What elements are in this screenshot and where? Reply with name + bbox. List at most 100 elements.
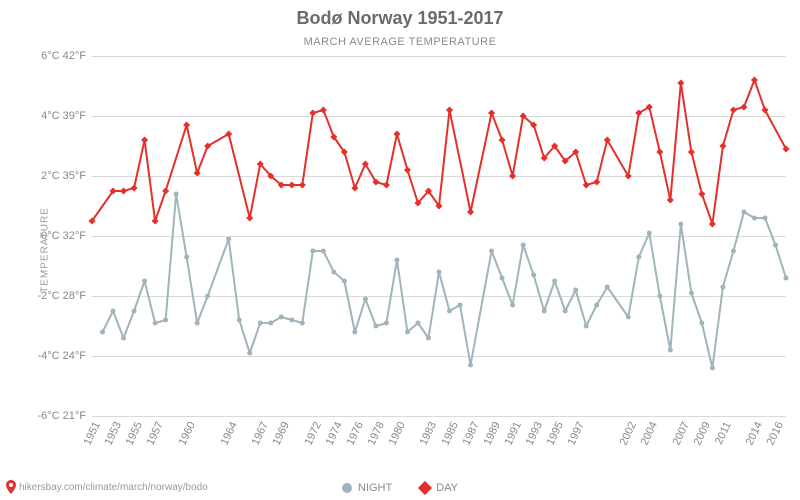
x-tick-label: 1955 (124, 420, 145, 447)
series-marker (521, 243, 526, 248)
series-marker (709, 220, 716, 227)
x-tick-label: 1976 (345, 420, 366, 447)
series-marker (488, 109, 495, 116)
series-marker (667, 196, 674, 203)
series-marker (363, 297, 368, 302)
x-tick-label: 1997 (565, 420, 586, 447)
series-marker (342, 279, 347, 284)
chart-title: Bodø Norway 1951-2017 (296, 8, 503, 29)
series-marker (509, 172, 516, 179)
series-marker (573, 288, 578, 293)
x-tick-label: 1964 (218, 420, 239, 447)
series-marker (279, 315, 284, 320)
series-marker (194, 169, 201, 176)
series-marker (458, 303, 463, 308)
series-marker (710, 366, 715, 371)
series-marker (782, 145, 789, 152)
series-marker (352, 330, 357, 335)
legend-item-day: DAY (420, 482, 458, 494)
series-marker (246, 214, 253, 221)
series-marker (689, 291, 694, 296)
series-marker (132, 309, 137, 314)
series-marker (142, 279, 147, 284)
series-marker (751, 76, 758, 83)
x-tick-label: 1989 (481, 420, 502, 447)
series-marker (762, 216, 767, 221)
series-marker (668, 348, 673, 353)
series-marker (309, 109, 316, 116)
series-marker (583, 181, 590, 188)
x-tick-label: 1953 (103, 420, 124, 447)
x-tick-label: 1991 (502, 420, 523, 447)
series-marker (741, 210, 746, 215)
x-tick-label: 1969 (271, 420, 292, 447)
x-tick-label: 1974 (323, 420, 344, 447)
series-marker (678, 222, 683, 227)
series-marker (699, 321, 704, 326)
series-line (103, 194, 786, 368)
series-marker (784, 276, 789, 281)
y-tick-label: -6°C 21°F (37, 410, 86, 422)
x-tick-label: 2016 (765, 420, 786, 447)
x-tick-label: 1978 (366, 420, 387, 447)
series-marker (373, 324, 378, 329)
series-marker (288, 181, 295, 188)
series-marker (636, 255, 641, 260)
series-marker (447, 309, 452, 314)
series-marker (773, 243, 778, 248)
series-marker (111, 309, 116, 314)
series-marker (677, 79, 684, 86)
series-marker (120, 187, 127, 194)
x-tick-label: 2007 (670, 420, 691, 447)
plot-area: -6°C 21°F-4°C 24°F-2°C 28°F0°C 32°F2°C 3… (92, 56, 786, 416)
gridline (92, 416, 786, 417)
y-tick-label: -2°C 28°F (37, 290, 86, 302)
series-marker (563, 309, 568, 314)
chart-subtitle: MARCH AVERAGE TEMPERATURE (304, 36, 497, 48)
series-marker (468, 363, 473, 368)
series-marker (299, 181, 306, 188)
attribution-text: hikersbay.com/climate/march/norway/bodo (19, 482, 208, 493)
y-tick-label: 2°C 35°F (41, 170, 86, 182)
series-marker (731, 249, 736, 254)
series-marker (183, 121, 190, 128)
series-marker (226, 237, 231, 242)
series-marker (152, 217, 159, 224)
series-marker (720, 285, 725, 290)
series-marker (310, 249, 315, 254)
x-tick-label: 1995 (544, 420, 565, 447)
x-tick-label: 1987 (460, 420, 481, 447)
chart-container: Bodø Norway 1951-2017 MARCH AVERAGE TEMP… (0, 0, 800, 500)
series-line (92, 80, 786, 224)
series-marker (205, 294, 210, 299)
series-marker (174, 192, 179, 197)
series-marker (100, 330, 105, 335)
series-marker (437, 270, 442, 275)
series-marker (656, 148, 663, 155)
series-marker (542, 309, 547, 314)
series-marker (321, 249, 326, 254)
y-tick-label: 4°C 39°F (41, 110, 86, 122)
y-tick-label: 6°C 42°F (41, 50, 86, 62)
legend: NIGHT DAY (342, 482, 458, 494)
series-marker (415, 321, 420, 326)
x-tick-label: 1951 (82, 420, 103, 447)
legend-marker-night (342, 483, 352, 493)
series-marker (657, 294, 662, 299)
series-marker (593, 178, 600, 185)
x-tick-label: 2014 (744, 420, 765, 447)
series-marker (351, 184, 358, 191)
series-marker (584, 324, 589, 329)
series-marker (383, 181, 390, 188)
x-tick-label: 2011 (713, 420, 734, 447)
series-marker (730, 106, 737, 113)
series-marker (393, 130, 400, 137)
series-marker (499, 136, 506, 143)
series-marker (153, 321, 158, 326)
series-marker (184, 255, 189, 260)
x-tick-label: 1983 (418, 420, 439, 447)
series-marker (384, 321, 389, 326)
series-marker (404, 166, 411, 173)
series-marker (510, 303, 515, 308)
series-marker (394, 258, 399, 263)
